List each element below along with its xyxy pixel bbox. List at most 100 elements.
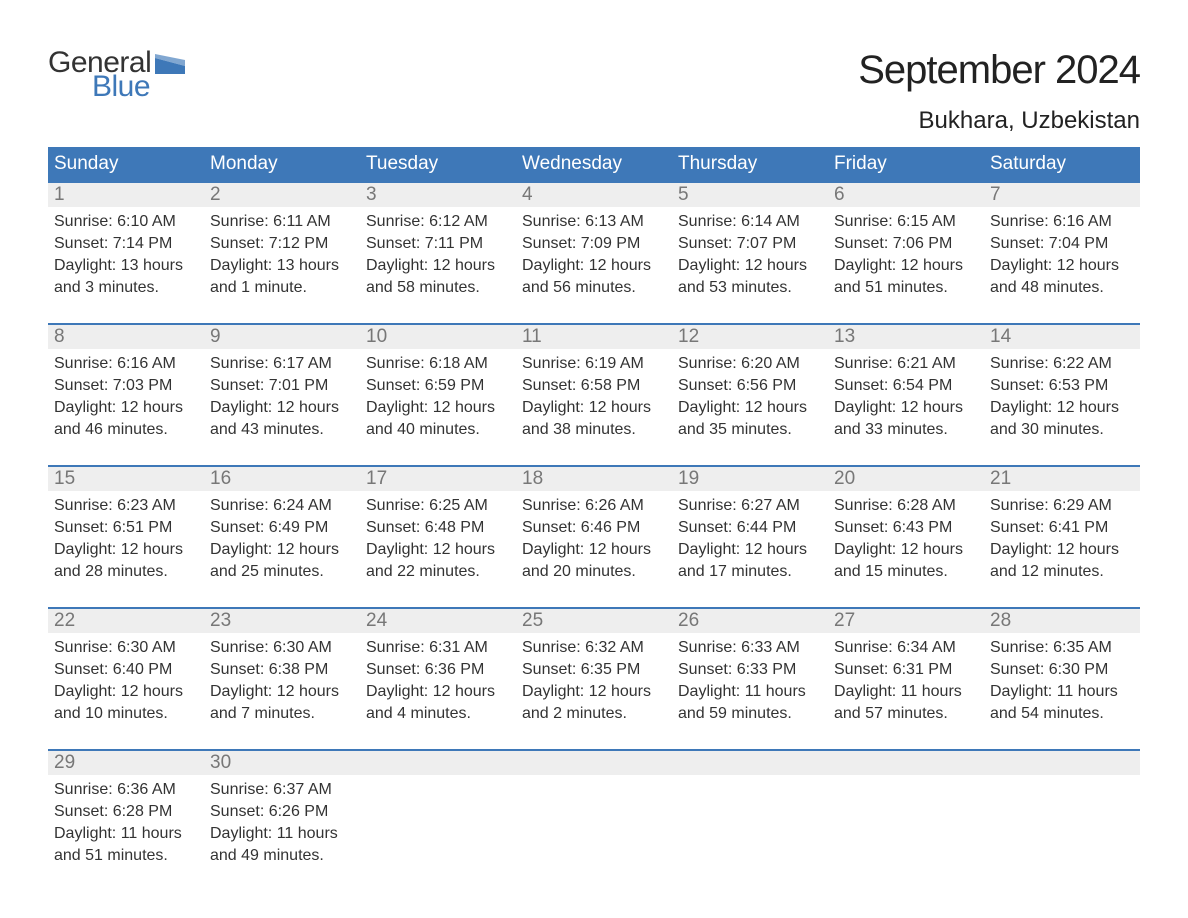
sunrise-text: Sunrise: 6:31 AM <box>366 637 510 659</box>
daylight-line2: and 49 minutes. <box>210 845 354 867</box>
sunrise-text: Sunrise: 6:28 AM <box>834 495 978 517</box>
daylight-line1: Daylight: 11 hours <box>990 681 1134 703</box>
day-cell: Sunrise: 6:30 AMSunset: 6:38 PMDaylight:… <box>204 633 360 727</box>
sunset-text: Sunset: 7:03 PM <box>54 375 198 397</box>
sunrise-text: Sunrise: 6:30 AM <box>210 637 354 659</box>
weekday-header: Tuesday <box>360 147 516 181</box>
day-cell: Sunrise: 6:25 AMSunset: 6:48 PMDaylight:… <box>360 491 516 585</box>
day-number: 25 <box>516 609 672 633</box>
daylight-line1: Daylight: 12 hours <box>366 255 510 277</box>
day-cell: Sunrise: 6:16 AMSunset: 7:03 PMDaylight:… <box>48 349 204 443</box>
sunrise-text: Sunrise: 6:33 AM <box>678 637 822 659</box>
daylight-line1: Daylight: 12 hours <box>210 397 354 419</box>
day-cell: Sunrise: 6:33 AMSunset: 6:33 PMDaylight:… <box>672 633 828 727</box>
day-cell: Sunrise: 6:15 AMSunset: 7:06 PMDaylight:… <box>828 207 984 301</box>
daylight-line1: Daylight: 12 hours <box>366 539 510 561</box>
day-number: 30 <box>204 751 360 775</box>
day-number: 17 <box>360 467 516 491</box>
day-number: 3 <box>360 183 516 207</box>
sunset-text: Sunset: 6:30 PM <box>990 659 1134 681</box>
day-cell: Sunrise: 6:35 AMSunset: 6:30 PMDaylight:… <box>984 633 1140 727</box>
sunrise-text: Sunrise: 6:13 AM <box>522 211 666 233</box>
sunset-text: Sunset: 6:31 PM <box>834 659 978 681</box>
daylight-line1: Daylight: 12 hours <box>522 255 666 277</box>
day-cell: Sunrise: 6:29 AMSunset: 6:41 PMDaylight:… <box>984 491 1140 585</box>
sunset-text: Sunset: 6:38 PM <box>210 659 354 681</box>
day-number: 9 <box>204 325 360 349</box>
daylight-line1: Daylight: 12 hours <box>522 397 666 419</box>
day-cell: Sunrise: 6:24 AMSunset: 6:49 PMDaylight:… <box>204 491 360 585</box>
day-number: 2 <box>204 183 360 207</box>
daylight-line2: and 51 minutes. <box>54 845 198 867</box>
daylight-line2: and 22 minutes. <box>366 561 510 583</box>
daylight-line1: Daylight: 12 hours <box>678 397 822 419</box>
daylight-line2: and 33 minutes. <box>834 419 978 441</box>
day-number: 7 <box>984 183 1140 207</box>
sunrise-text: Sunrise: 6:21 AM <box>834 353 978 375</box>
daylight-line2: and 38 minutes. <box>522 419 666 441</box>
daylight-line1: Daylight: 12 hours <box>834 539 978 561</box>
daylight-line2: and 2 minutes. <box>522 703 666 725</box>
sunrise-text: Sunrise: 6:14 AM <box>678 211 822 233</box>
day-cell <box>360 775 516 869</box>
sunrise-text: Sunrise: 6:22 AM <box>990 353 1134 375</box>
daylight-line1: Daylight: 12 hours <box>990 397 1134 419</box>
day-cell: Sunrise: 6:17 AMSunset: 7:01 PMDaylight:… <box>204 349 360 443</box>
sunset-text: Sunset: 6:40 PM <box>54 659 198 681</box>
day-number: 10 <box>360 325 516 349</box>
weekday-header-row: SundayMondayTuesdayWednesdayThursdayFrid… <box>48 147 1140 181</box>
day-number: 12 <box>672 325 828 349</box>
day-number: 11 <box>516 325 672 349</box>
calendar: SundayMondayTuesdayWednesdayThursdayFrid… <box>48 147 1140 869</box>
day-number: 1 <box>48 183 204 207</box>
sunrise-text: Sunrise: 6:30 AM <box>54 637 198 659</box>
daylight-line1: Daylight: 12 hours <box>54 397 198 419</box>
day-number: 5 <box>672 183 828 207</box>
sunset-text: Sunset: 6:43 PM <box>834 517 978 539</box>
daylight-line2: and 17 minutes. <box>678 561 822 583</box>
daylight-line1: Daylight: 12 hours <box>522 681 666 703</box>
day-cell: Sunrise: 6:31 AMSunset: 6:36 PMDaylight:… <box>360 633 516 727</box>
daylight-line1: Daylight: 11 hours <box>834 681 978 703</box>
daylight-line2: and 7 minutes. <box>210 703 354 725</box>
day-number: 24 <box>360 609 516 633</box>
daylight-line2: and 1 minute. <box>210 277 354 299</box>
daylight-line1: Daylight: 12 hours <box>522 539 666 561</box>
daylight-line2: and 40 minutes. <box>366 419 510 441</box>
week-row: 15161718192021Sunrise: 6:23 AMSunset: 6:… <box>48 465 1140 585</box>
sunset-text: Sunset: 6:44 PM <box>678 517 822 539</box>
day-number-band: 2930 <box>48 751 1140 775</box>
day-cell <box>516 775 672 869</box>
sunset-text: Sunset: 6:46 PM <box>522 517 666 539</box>
sunrise-text: Sunrise: 6:36 AM <box>54 779 198 801</box>
daylight-line2: and 56 minutes. <box>522 277 666 299</box>
weekday-header: Friday <box>828 147 984 181</box>
sunrise-text: Sunrise: 6:32 AM <box>522 637 666 659</box>
day-number-band: 1234567 <box>48 183 1140 207</box>
weekday-header: Wednesday <box>516 147 672 181</box>
day-number: 13 <box>828 325 984 349</box>
header: General Blue September 2024 Bukhara, Uzb… <box>48 48 1140 135</box>
sunrise-text: Sunrise: 6:23 AM <box>54 495 198 517</box>
day-cell <box>828 775 984 869</box>
sunset-text: Sunset: 7:01 PM <box>210 375 354 397</box>
day-cell: Sunrise: 6:34 AMSunset: 6:31 PMDaylight:… <box>828 633 984 727</box>
sunset-text: Sunset: 6:59 PM <box>366 375 510 397</box>
daylight-line1: Daylight: 12 hours <box>678 255 822 277</box>
daylight-line1: Daylight: 11 hours <box>54 823 198 845</box>
day-cell: Sunrise: 6:20 AMSunset: 6:56 PMDaylight:… <box>672 349 828 443</box>
daylight-line1: Daylight: 12 hours <box>990 255 1134 277</box>
day-number: 16 <box>204 467 360 491</box>
sunrise-text: Sunrise: 6:11 AM <box>210 211 354 233</box>
daylight-line1: Daylight: 13 hours <box>210 255 354 277</box>
day-cell: Sunrise: 6:36 AMSunset: 6:28 PMDaylight:… <box>48 775 204 869</box>
sunset-text: Sunset: 7:04 PM <box>990 233 1134 255</box>
sunset-text: Sunset: 6:35 PM <box>522 659 666 681</box>
day-number <box>828 751 984 775</box>
day-number: 29 <box>48 751 204 775</box>
weekday-header: Monday <box>204 147 360 181</box>
day-cell: Sunrise: 6:30 AMSunset: 6:40 PMDaylight:… <box>48 633 204 727</box>
daylight-line1: Daylight: 12 hours <box>990 539 1134 561</box>
daylight-line2: and 57 minutes. <box>834 703 978 725</box>
weekday-header: Saturday <box>984 147 1140 181</box>
